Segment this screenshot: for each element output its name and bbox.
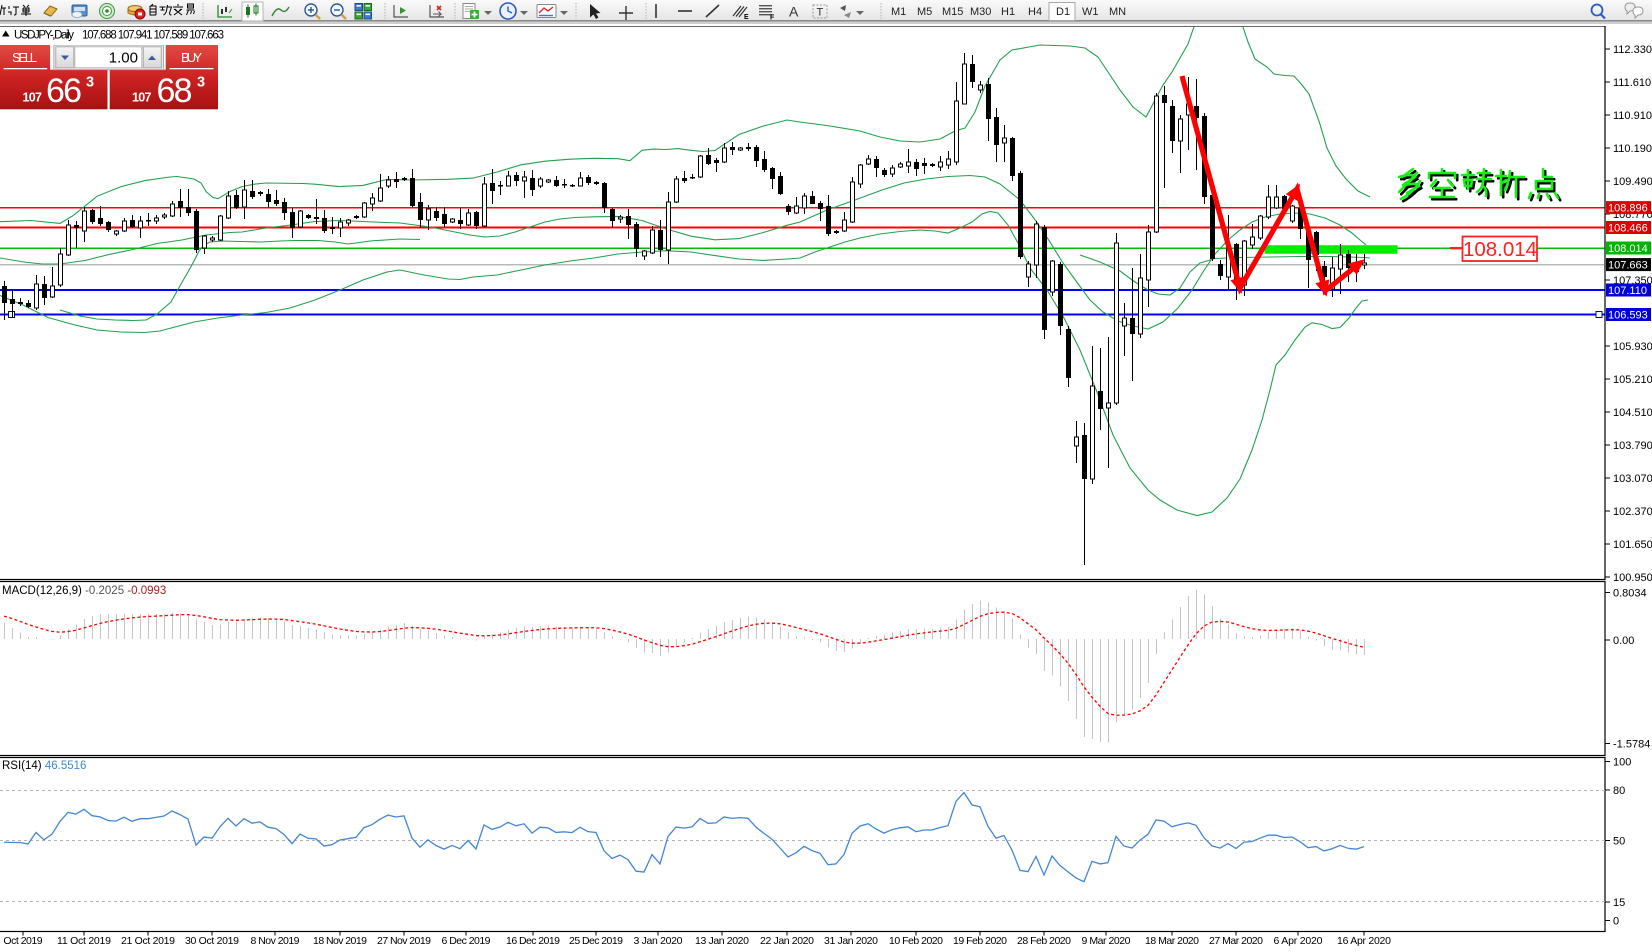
svg-text:M1: M1 (891, 6, 906, 18)
svg-text:A: A (789, 4, 799, 20)
svg-text:13 Jan 2020: 13 Jan 2020 (695, 935, 749, 947)
svg-text:H1: H1 (1001, 6, 1015, 18)
svg-text:101.650: 101.650 (1613, 539, 1652, 551)
svg-text:112.330: 112.330 (1613, 44, 1652, 56)
svg-text:30 Oct 2019: 30 Oct 2019 (185, 935, 239, 947)
svg-text:3: 3 (197, 75, 205, 91)
svg-text:109.490: 109.490 (1613, 176, 1652, 188)
svg-text:66: 66 (46, 72, 82, 110)
svg-text:50: 50 (1613, 836, 1625, 848)
svg-text:106.593: 106.593 (1608, 310, 1648, 322)
svg-text:SELL: SELL (12, 50, 37, 65)
svg-text:18 Mar 2020: 18 Mar 2020 (1145, 935, 1199, 947)
svg-text:6 Dec 2019: 6 Dec 2019 (442, 935, 491, 947)
svg-text:18 Nov 2019: 18 Nov 2019 (313, 935, 367, 947)
svg-text:16 Apr 2020: 16 Apr 2020 (1337, 935, 1391, 947)
svg-text:3: 3 (86, 75, 94, 91)
svg-text:108.896: 108.896 (1608, 203, 1648, 215)
svg-text:W1: W1 (1082, 6, 1099, 18)
svg-text:BUY: BUY (181, 50, 202, 65)
svg-text:108.014: 108.014 (1463, 238, 1537, 261)
svg-text:28 Feb 2020: 28 Feb 2020 (1017, 935, 1071, 947)
svg-text:107.110: 107.110 (1608, 285, 1647, 297)
svg-text:MN: MN (1109, 6, 1126, 18)
svg-text:USDJPY-,Daily: USDJPY-,Daily (14, 30, 74, 42)
svg-text:1.00: 1.00 (109, 50, 138, 67)
svg-text:110.190: 110.190 (1613, 143, 1652, 155)
svg-text:F: F (770, 15, 775, 22)
svg-text:MACD(12,26,9) -0.2025 -0.0993: MACD(12,26,9) -0.2025 -0.0993 (2, 585, 166, 597)
svg-text:H4: H4 (1028, 6, 1042, 18)
svg-text:3 Jan 2020: 3 Jan 2020 (634, 935, 683, 947)
svg-text:27 Nov 2019: 27 Nov 2019 (377, 935, 431, 947)
svg-text:105.930: 105.930 (1613, 341, 1652, 353)
svg-text:M5: M5 (917, 6, 932, 18)
svg-text:25 Dec 2019: 25 Dec 2019 (569, 935, 623, 947)
svg-text:108.466: 108.466 (1608, 223, 1648, 235)
svg-text:22 Jan 2020: 22 Jan 2020 (760, 935, 814, 947)
svg-text:16 Dec 2019: 16 Dec 2019 (506, 935, 560, 947)
svg-text:E: E (744, 14, 749, 21)
svg-text:103.790: 103.790 (1613, 440, 1652, 452)
svg-text:27 Mar 2020: 27 Mar 2020 (1209, 935, 1263, 947)
svg-text:D1: D1 (1056, 6, 1070, 18)
svg-text:103.070: 103.070 (1613, 473, 1652, 485)
svg-text:107.688 107.941 107.589 107.66: 107.688 107.941 107.589 107.663 (82, 30, 224, 42)
svg-text:104.510: 104.510 (1613, 407, 1652, 419)
svg-text:108.014: 108.014 (1608, 243, 1648, 255)
svg-text:100: 100 (1613, 757, 1631, 769)
svg-text:8 Nov 2019: 8 Nov 2019 (251, 935, 300, 947)
svg-text:M30: M30 (970, 6, 991, 18)
svg-text:21 Oct 2019: 21 Oct 2019 (121, 935, 175, 947)
svg-text:110.910: 110.910 (1613, 110, 1652, 122)
svg-text:6 Apr 2020: 6 Apr 2020 (1274, 935, 1323, 947)
svg-text:102.370: 102.370 (1613, 506, 1652, 518)
svg-text:107.663: 107.663 (1608, 260, 1648, 272)
svg-text:15: 15 (1613, 897, 1625, 909)
svg-text:107: 107 (23, 91, 43, 105)
svg-text:11 Oct 2019: 11 Oct 2019 (57, 935, 111, 947)
svg-text:T: T (817, 7, 824, 19)
svg-text:111.610: 111.610 (1613, 77, 1651, 89)
svg-text:68: 68 (157, 72, 193, 110)
svg-text:-1.5784: -1.5784 (1613, 739, 1650, 751)
svg-text:M15: M15 (942, 6, 963, 18)
svg-text:100.950: 100.950 (1613, 572, 1652, 584)
svg-text:19 Feb 2020: 19 Feb 2020 (953, 935, 1007, 947)
svg-text:RSI(14) 46.5516: RSI(14) 46.5516 (2, 760, 86, 772)
svg-text:31 Jan 2020: 31 Jan 2020 (824, 935, 878, 947)
svg-text:10 Feb 2020: 10 Feb 2020 (889, 935, 943, 947)
svg-text:Oct 2019: Oct 2019 (3, 935, 42, 947)
svg-text:107: 107 (132, 91, 152, 105)
svg-text:80: 80 (1613, 785, 1625, 797)
svg-text:0.8034: 0.8034 (1613, 588, 1647, 600)
svg-text:105.210: 105.210 (1613, 374, 1652, 386)
svg-text:0: 0 (1613, 916, 1619, 928)
svg-text:9 Mar 2020: 9 Mar 2020 (1082, 935, 1131, 947)
svg-text:0.00: 0.00 (1613, 635, 1634, 647)
